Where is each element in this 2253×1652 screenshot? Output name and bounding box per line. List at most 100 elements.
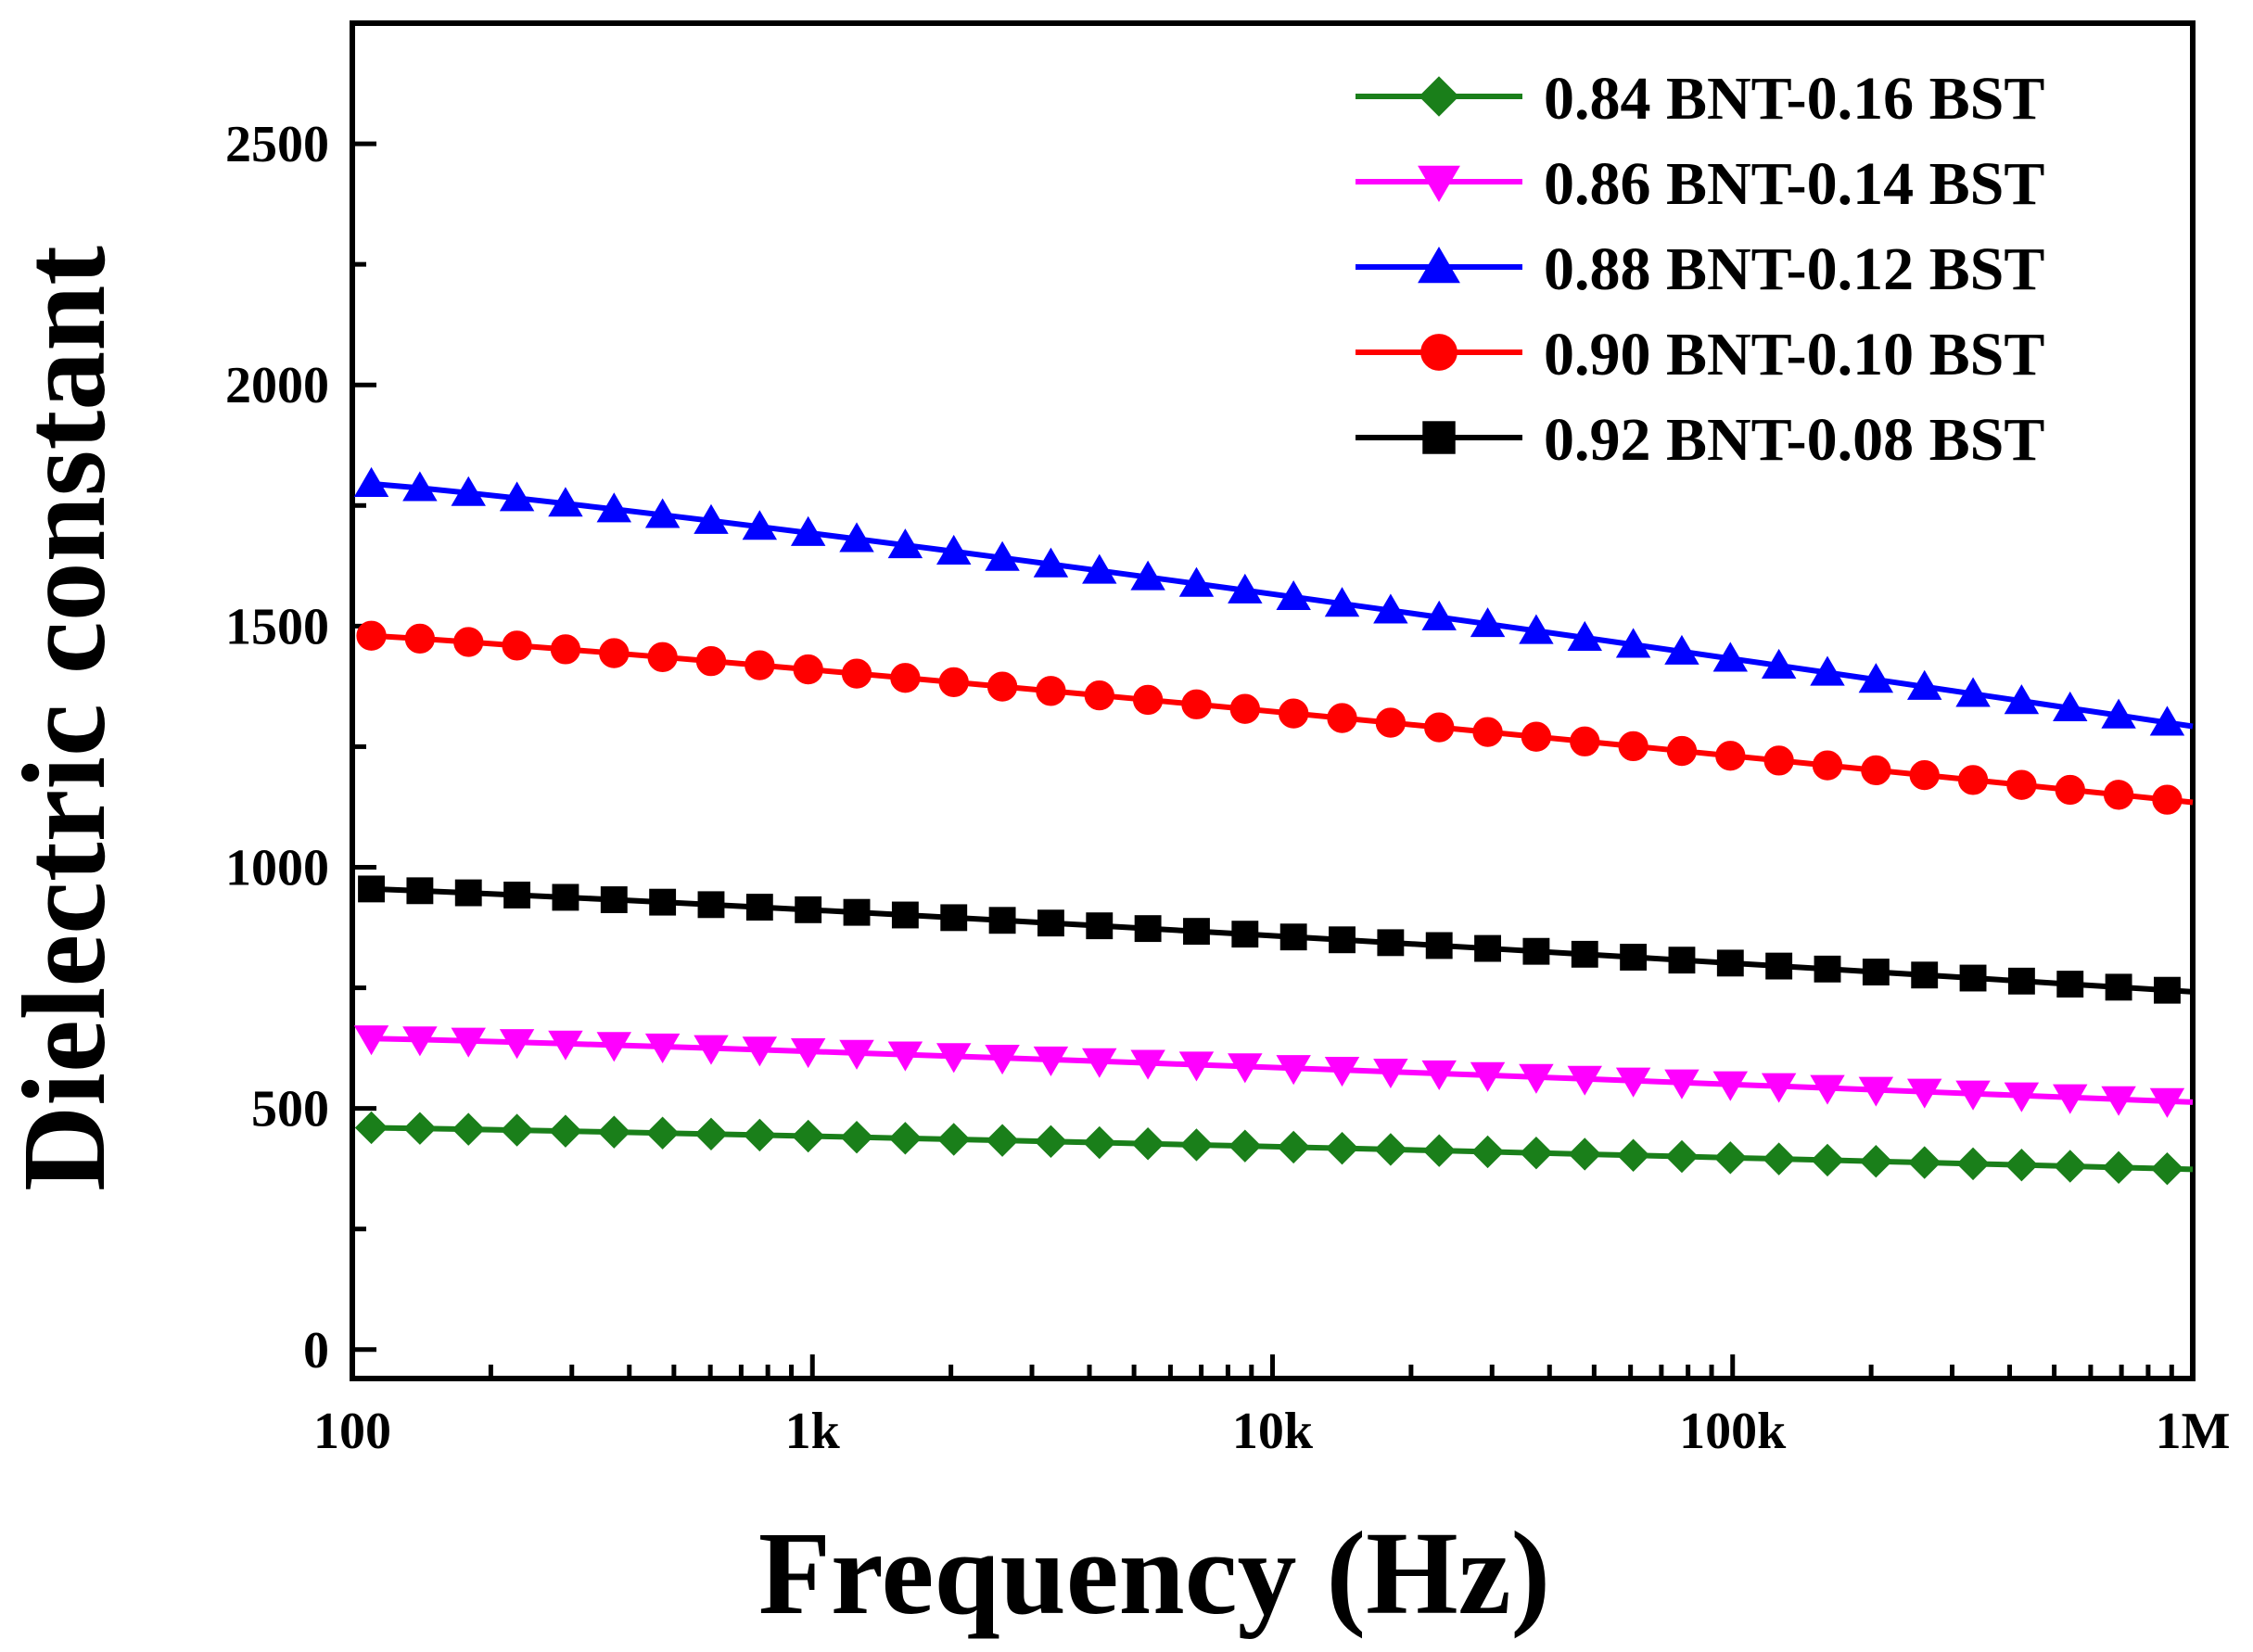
legend-item: 0.84 BNT-0.16 BST bbox=[1356, 65, 2044, 133]
data-point bbox=[644, 1033, 681, 1064]
data-point bbox=[1810, 1074, 1845, 1105]
data-point bbox=[1374, 1133, 1407, 1166]
data-point bbox=[2105, 973, 2132, 1001]
data-point bbox=[596, 492, 632, 523]
data-point bbox=[887, 528, 923, 559]
y-tick-label: 500 bbox=[251, 1081, 329, 1138]
data-point bbox=[1474, 934, 1502, 962]
data-point bbox=[500, 1113, 534, 1147]
data-point bbox=[2004, 684, 2040, 715]
data-point bbox=[1375, 707, 1407, 738]
data-point bbox=[1279, 698, 1309, 729]
data-point bbox=[1324, 1057, 1360, 1087]
legend-item: 0.88 BNT-0.12 BST bbox=[1356, 235, 2044, 303]
legend-item: 0.92 BNT-0.08 BST bbox=[1356, 406, 2044, 474]
data-point bbox=[552, 883, 579, 911]
data-point bbox=[1179, 1128, 1214, 1162]
y-tick-label: 0 bbox=[303, 1322, 329, 1379]
data-point bbox=[2007, 967, 2035, 995]
data-point bbox=[2053, 1084, 2088, 1114]
legend-label: 0.90 BNT-0.10 BST bbox=[1544, 321, 2044, 388]
data-point bbox=[887, 1041, 923, 1072]
data-point bbox=[499, 481, 535, 512]
data-point bbox=[1373, 1058, 1408, 1089]
data-point bbox=[403, 1112, 437, 1145]
data-point bbox=[986, 1124, 1019, 1157]
data-point bbox=[1424, 712, 1455, 743]
data-point bbox=[839, 1039, 874, 1070]
data-point bbox=[1763, 745, 1794, 776]
data-point bbox=[1470, 607, 1506, 638]
data-point bbox=[888, 1122, 923, 1155]
x-tick-label: 10k bbox=[1232, 1403, 1314, 1460]
data-point bbox=[1327, 703, 1357, 733]
y-axis-ticks: 0 500 1000 1500 2000 2500 bbox=[225, 20, 376, 1379]
data-point bbox=[499, 1029, 535, 1060]
data-point bbox=[647, 642, 678, 672]
data-point bbox=[1419, 76, 1459, 117]
data-point bbox=[358, 875, 385, 903]
data-point bbox=[790, 1037, 826, 1069]
data-point bbox=[1229, 693, 1260, 724]
data-point bbox=[1420, 334, 1457, 371]
data-point bbox=[742, 1036, 778, 1067]
data-point bbox=[550, 634, 581, 665]
data-point bbox=[2101, 698, 2136, 729]
legend-label: 0.88 BNT-0.12 BST bbox=[1544, 235, 2044, 303]
x-tick-label: 1k bbox=[785, 1403, 841, 1460]
data-point bbox=[938, 667, 969, 698]
data-point bbox=[1570, 726, 1600, 756]
data-point bbox=[1955, 677, 1991, 707]
data-point bbox=[1084, 680, 1114, 711]
series-layer bbox=[353, 466, 2194, 1186]
data-point bbox=[1033, 547, 1069, 578]
data-point bbox=[2103, 780, 2134, 810]
data-point bbox=[596, 1032, 632, 1062]
data-point bbox=[1664, 1069, 1699, 1099]
data-point bbox=[985, 540, 1020, 571]
data-point bbox=[452, 1112, 485, 1146]
data-point bbox=[791, 1119, 825, 1153]
data-point bbox=[745, 650, 775, 680]
data-point bbox=[1906, 1078, 1942, 1109]
data-point bbox=[1812, 750, 1843, 781]
data-point bbox=[1907, 1146, 1941, 1179]
data-point bbox=[839, 522, 874, 553]
data-point bbox=[694, 1035, 729, 1065]
data-point bbox=[1861, 755, 1891, 785]
data-point bbox=[549, 1114, 582, 1148]
data-point bbox=[1814, 955, 1841, 983]
data-point bbox=[937, 1123, 971, 1156]
data-point bbox=[353, 466, 389, 497]
data-point bbox=[1620, 944, 1648, 971]
data-point bbox=[1178, 566, 1215, 597]
legend-item: 0.86 BNT-0.14 BST bbox=[1356, 150, 2044, 218]
x-axis-title: Frequency (Hz) bbox=[758, 1507, 1550, 1639]
data-point bbox=[985, 1045, 1020, 1075]
data-point bbox=[840, 1120, 873, 1154]
data-point bbox=[1668, 947, 1696, 974]
data-point bbox=[1665, 1139, 1699, 1174]
data-point bbox=[1862, 959, 1890, 985]
data-point bbox=[745, 894, 773, 921]
data-point bbox=[597, 1115, 630, 1149]
data-point bbox=[1228, 1129, 1262, 1163]
data-point bbox=[1911, 961, 1939, 989]
data-point bbox=[1422, 1134, 1456, 1167]
data-point bbox=[1615, 628, 1651, 658]
data-point bbox=[841, 658, 872, 689]
data-point bbox=[1616, 1138, 1650, 1172]
data-point bbox=[599, 638, 630, 668]
data-point bbox=[1567, 620, 1602, 651]
data-point bbox=[453, 627, 484, 657]
data-point bbox=[1132, 684, 1164, 716]
data-point bbox=[936, 534, 972, 565]
data-point bbox=[2004, 1082, 2040, 1112]
plot-frame bbox=[350, 20, 2196, 1381]
series-triangle-up bbox=[353, 466, 2194, 736]
data-point bbox=[1231, 921, 1259, 948]
data-point bbox=[1324, 587, 1360, 617]
data-point bbox=[940, 904, 968, 932]
data-point bbox=[502, 630, 532, 661]
data-point bbox=[1906, 669, 1942, 700]
